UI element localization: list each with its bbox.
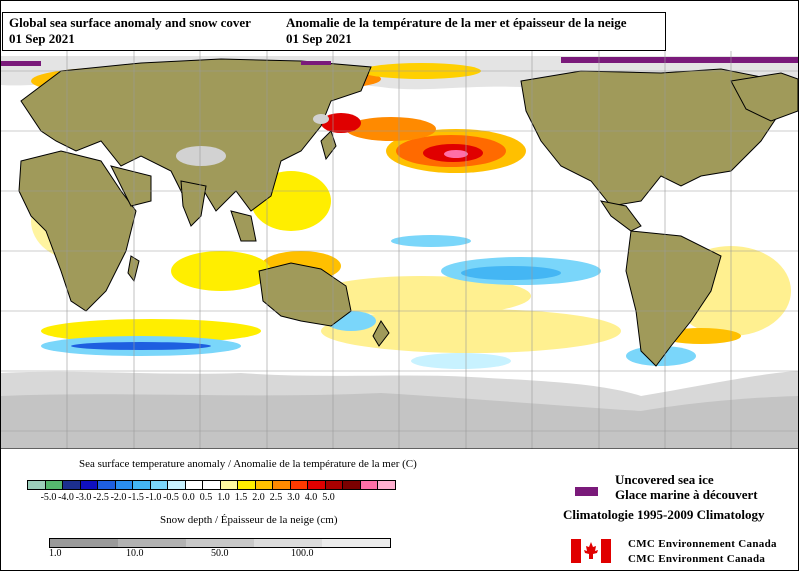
sst-label: 2.0: [252, 492, 265, 503]
title-english-text: Global sea surface anomaly and snow cove…: [9, 15, 251, 30]
sst-label: 0.5: [199, 492, 213, 503]
sst-color-cell: [132, 480, 151, 490]
sst-label: -1.0: [145, 492, 162, 503]
map-svg: [1, 1, 798, 449]
sst-color-cell: [44, 480, 63, 490]
title-english-date: 01 Sep 2021: [9, 31, 75, 46]
title-french-text: Anomalie de la température de la mer et …: [286, 15, 627, 30]
climatology-label: Climatologie 1995-2009 Climatology: [563, 507, 765, 522]
sst-color-cell: [184, 480, 203, 490]
snow-label: 10.0: [126, 548, 144, 559]
snow-color-segment: [254, 539, 322, 547]
snow-color-segment: [322, 539, 390, 547]
credit-line-2: CMC Environment Canada: [628, 553, 766, 565]
snow-legend-title: Snow depth / Épaisseur de la neige (cm): [160, 514, 338, 526]
sst-color-cell: [359, 480, 378, 490]
sst-label: 3.0: [287, 492, 300, 503]
sst-color-cell: [219, 480, 238, 490]
sst-color-cell: [289, 480, 308, 490]
sst-color-cell: [202, 480, 221, 490]
sst-label: -2.0: [110, 492, 127, 503]
title-french: Anomalie de la température de la mer et …: [286, 15, 626, 47]
sst-label: 1.5: [234, 492, 248, 503]
snow-color-segment: [118, 539, 186, 547]
sst-color-cell: [149, 480, 168, 490]
sst-label: 0.0: [182, 492, 195, 503]
sst-color-scale: [27, 480, 396, 490]
sst-color-cell: [272, 480, 291, 490]
sst-label: 5.0: [322, 492, 335, 503]
sst-label: -1.5: [128, 492, 144, 503]
title-english: Global sea surface anomaly and snow cove…: [9, 15, 251, 47]
uncovered-sea-ice: [1, 57, 798, 66]
sst-scale-labels: -5.0 -4.0 -3.0 -2.5 -2.0 -1.5 -1.0 -0.5 0.0 0.5 1.…: [27, 492, 417, 506]
sst-color-cell: [27, 480, 46, 490]
snow-label: 50.0: [211, 548, 229, 559]
sst-label: -0.5: [163, 492, 179, 503]
sst-label: -3.0: [75, 492, 92, 503]
snow-label: 1.0: [49, 548, 62, 559]
title-french-date: 01 Sep 2021: [286, 31, 352, 46]
legend-area: Sea surface temperature anomaly / Anomal…: [1, 450, 798, 570]
sst-legend-title: Sea surface temperature anomaly / Anomal…: [79, 458, 417, 470]
credit-line-1: CMC Environnement Canada: [628, 538, 777, 550]
snow-scale-labels: 1.0 10.0 50.0 100.0: [49, 548, 389, 562]
sst-color-cell: [307, 480, 326, 490]
world-map: [1, 1, 798, 449]
sst-color-cell: [79, 480, 98, 490]
sst-label: 4.0: [304, 492, 318, 503]
sst-color-cell: [324, 480, 343, 490]
snow-color-segment: [186, 539, 254, 547]
title-box: Global sea surface anomaly and snow cove…: [2, 12, 666, 51]
sst-color-cell: [97, 480, 116, 490]
land-snow: [176, 114, 329, 166]
sst-label: -5.0: [40, 492, 57, 503]
sst-color-cell: [342, 480, 361, 490]
sst-color-cell: [167, 480, 186, 490]
sea-ice-label-fr: Glace marine à découvert: [615, 487, 758, 502]
sea-ice-label-en: Uncovered sea ice: [615, 472, 714, 487]
canada-flag-icon: [571, 539, 611, 563]
snow-label: 100.0: [291, 548, 314, 559]
sst-color-cell: [237, 480, 256, 490]
snow-color-bar: [49, 538, 391, 548]
graticule: [1, 51, 798, 449]
sst-color-cell: [254, 480, 273, 490]
snow-color-segment: [50, 539, 118, 547]
sst-color-cell: [114, 480, 133, 490]
sst-color-cell: [377, 480, 396, 490]
sst-color-cell: [62, 480, 81, 490]
sst-anomaly-cool: [41, 235, 696, 369]
sst-label: -2.5: [93, 492, 109, 503]
sst-label: -4.0: [58, 492, 74, 503]
sea-ice-swatch: [575, 487, 598, 496]
sst-label: 2.5: [269, 492, 283, 503]
sst-label: 1.0: [217, 492, 230, 503]
